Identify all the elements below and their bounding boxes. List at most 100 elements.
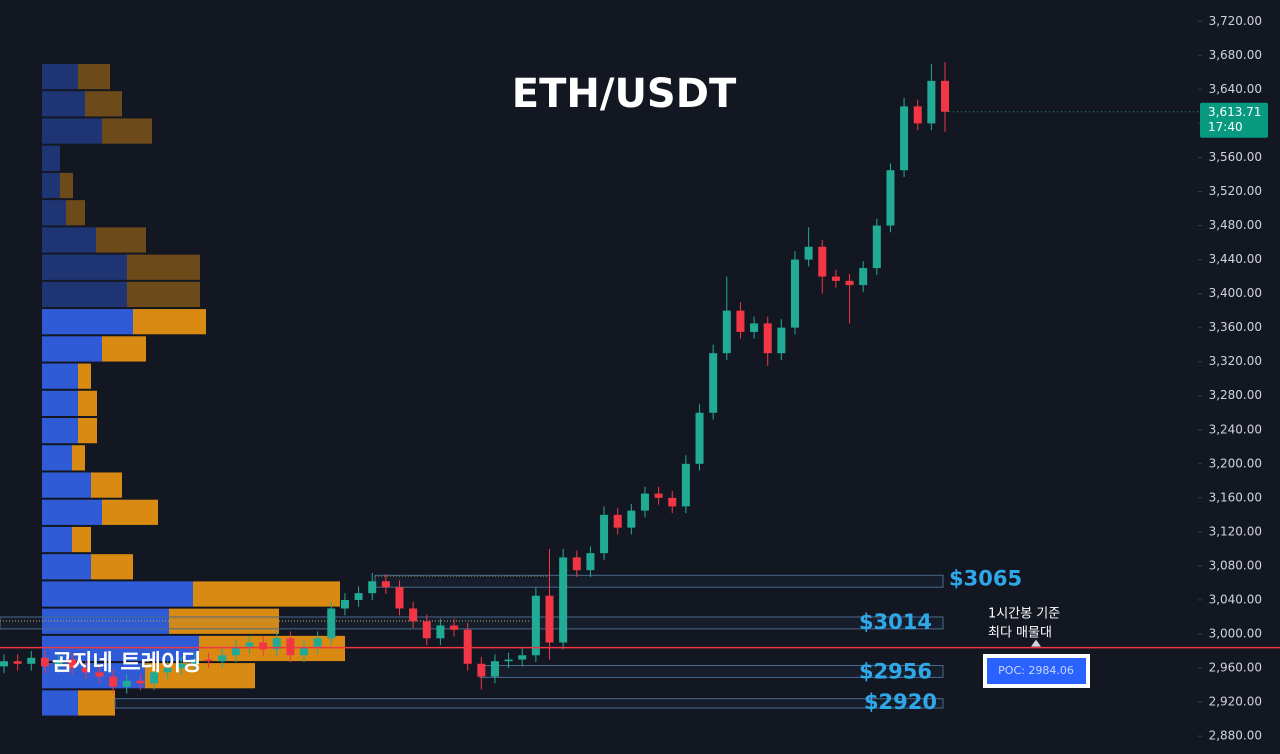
candle-body [409,608,418,622]
level-box [114,698,944,709]
candle-body [272,638,281,650]
candle-body [913,106,922,124]
candle-body [177,663,186,669]
candle-body [204,659,213,662]
candle-body [572,557,581,571]
profile-sell [72,445,85,471]
candle-body [27,657,36,664]
candle-body [668,497,677,507]
candle-body [545,595,554,643]
candle-body [463,629,472,664]
candle-body [859,268,868,286]
candle-body [150,672,159,684]
level-label: $2956 [859,659,932,683]
candle-body [245,642,254,647]
poc-marker [1031,639,1041,647]
candle-body [95,672,104,677]
y-tick-label: 3,080.00 [1209,558,1262,572]
profile-buy [42,336,102,362]
profile-buy [42,635,199,662]
candle-body [818,246,827,277]
candle-body [163,668,172,673]
candle-body [559,557,568,643]
candle-body [872,225,881,269]
profile-buy [42,581,193,607]
y-tick-label: 3,520.00 [1209,184,1262,198]
profile-sell [133,309,206,335]
profile-sell [78,363,91,389]
y-tick-label: 3,720.00 [1209,14,1262,28]
candle-body [736,310,745,332]
candle-body [777,327,786,354]
candle-body [354,593,363,600]
level-box [374,574,944,588]
candle-body [327,608,336,639]
candle-body [900,106,909,171]
profile-buy [42,254,127,280]
candle-body [654,493,663,498]
candle-body [640,493,649,511]
candle-body [845,280,854,286]
profile-sell [102,118,152,144]
candle-body [231,646,240,656]
profile-buy [42,227,96,253]
profile-sell [193,581,340,607]
y-tick-label: 3,440.00 [1209,252,1262,266]
candle-body [286,638,295,656]
y-tick-label: 3,360.00 [1209,320,1262,334]
candle-body [831,276,840,281]
candle-body [190,659,199,664]
profile-buy [42,499,102,525]
candle-body [340,599,349,609]
profile-buy [42,690,78,716]
profile-buy [42,526,72,553]
candle-body [627,510,636,528]
profile-sell [91,472,122,498]
candle-body [681,463,690,507]
profile-buy [42,63,78,90]
profile-sell [127,254,200,280]
candle-body [109,676,118,687]
y-tick-label: 3,400.00 [1209,286,1262,300]
candle-body [490,661,499,677]
profile-buy [42,390,78,416]
profile-buy [42,200,66,226]
candle-body [395,587,404,609]
y-tick-label: 3,000.00 [1209,627,1262,641]
candle-body [763,323,772,354]
candle-body [790,259,799,328]
profile-buy [42,91,85,117]
poc-label: POC: 2984.06 [998,664,1074,677]
last-price-time: 17:40 [1208,120,1243,134]
y-tick-label: 3,480.00 [1209,218,1262,232]
profile-buy [42,417,78,444]
candle-body [422,621,431,639]
y-tick-label: 3,200.00 [1209,456,1262,470]
candle-body [436,625,445,639]
candle-body [218,655,227,662]
profile-buy [42,363,78,389]
y-tick-label: 2,920.00 [1209,695,1262,709]
candle-body [13,661,22,664]
y-tick-label: 3,040.00 [1209,592,1262,606]
profile-sell [60,172,73,199]
levels: $3065 $3014 $2956 $2920 [0,567,1022,714]
candle-body [927,80,936,124]
candle-body [804,246,813,260]
candle-body [531,595,540,656]
profile-buy [42,472,91,498]
chart-title: ETH/USDT [512,71,737,117]
candles [0,62,949,694]
profile-buy [42,145,60,171]
candle-body [518,655,527,660]
level-box [0,616,944,630]
poc-box [987,658,1086,684]
watermark: 곰지네 트레이딩 [52,651,201,676]
last-price-label: 3,613.71 [1208,105,1261,119]
profile-buy [42,281,127,308]
profile-sell [102,336,146,362]
level-label: $3014 [859,610,932,634]
candle-body [81,668,90,673]
candle-body [477,663,486,677]
